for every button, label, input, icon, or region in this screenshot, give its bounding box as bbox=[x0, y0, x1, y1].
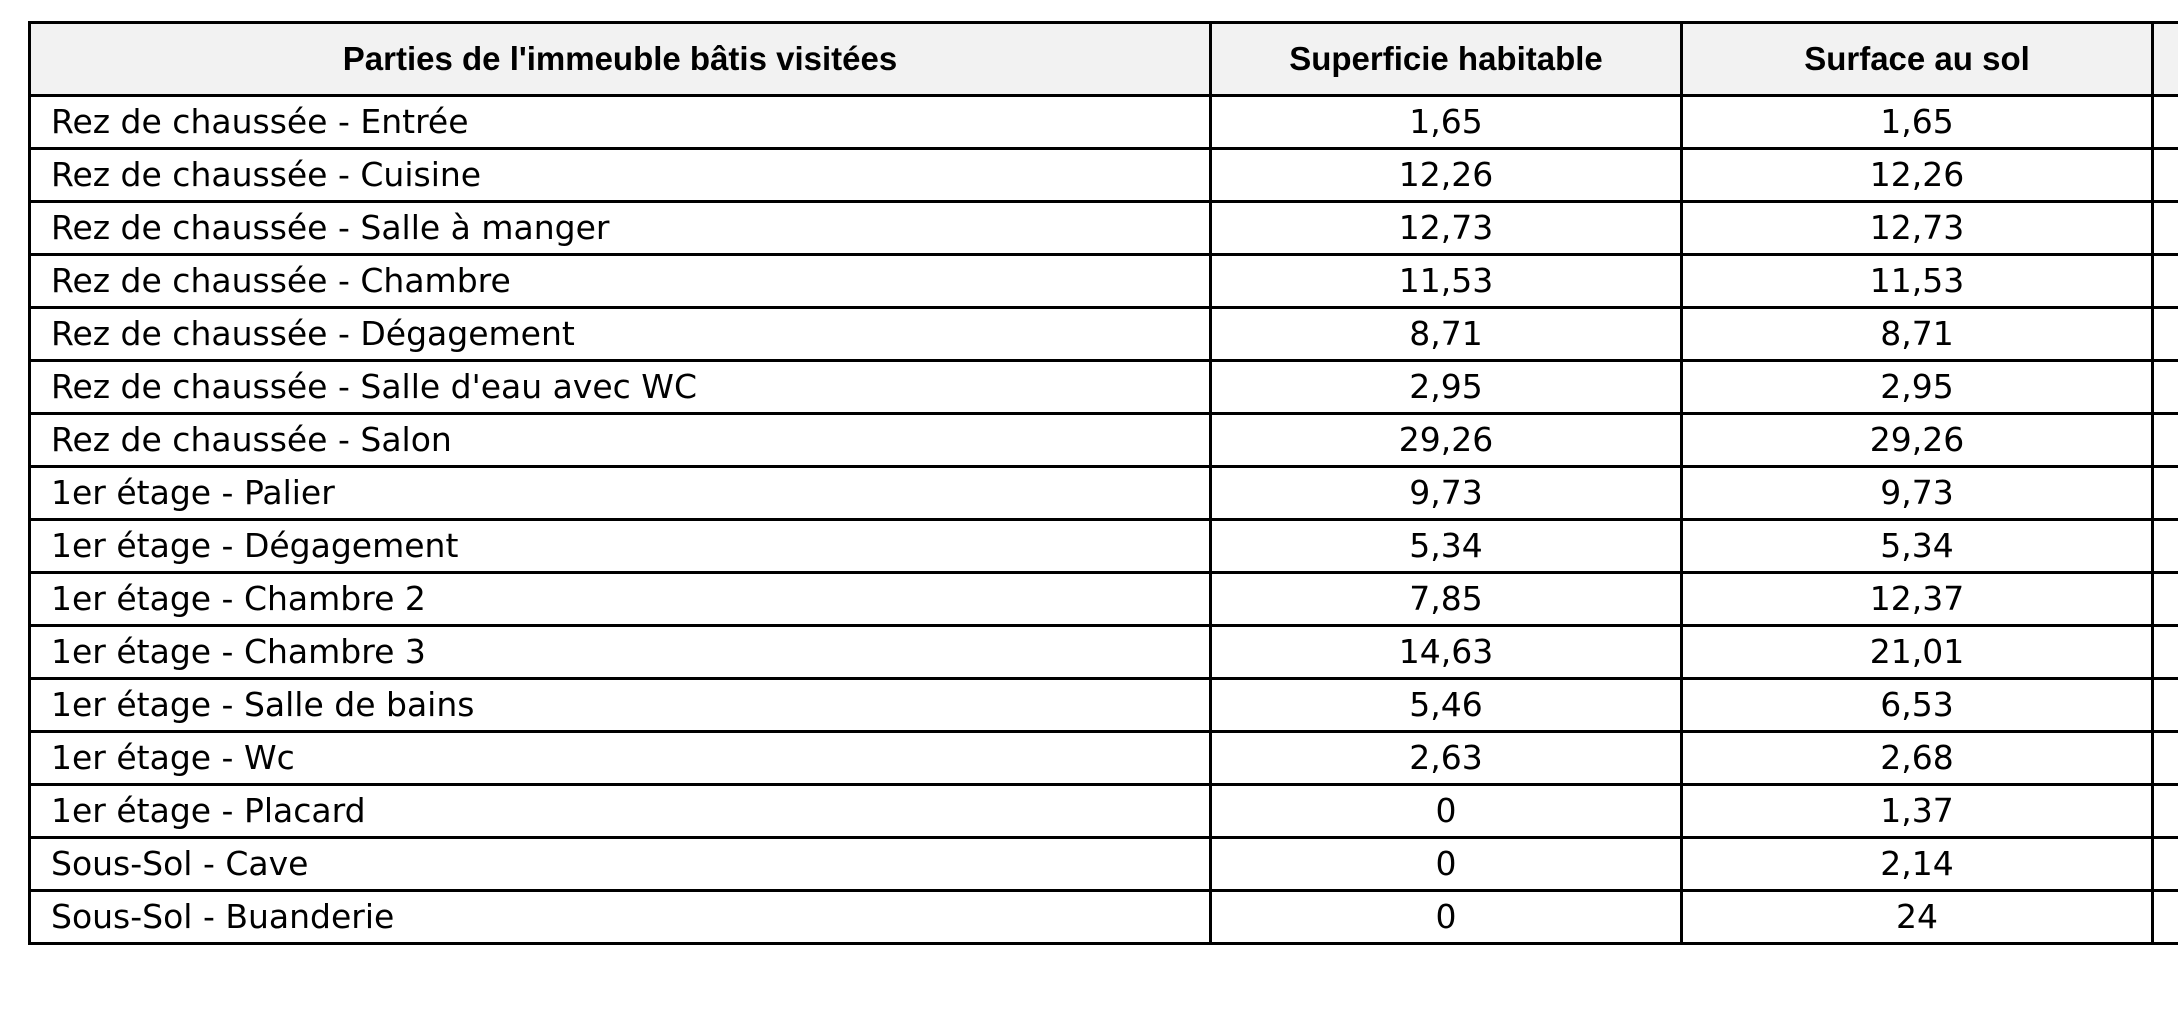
part-cell: 1er étage - Placard bbox=[28, 783, 1212, 839]
extra-cell bbox=[2151, 94, 2178, 150]
part-cell: Rez de chaussée - Chambre bbox=[28, 253, 1212, 309]
table-header-row: Parties de l'immeuble bâtis visitées Sup… bbox=[28, 21, 2178, 97]
table-row: Sous-Sol - Buanderie 0 24 bbox=[28, 889, 2178, 945]
part-cell: 1er étage - Wc bbox=[28, 730, 1212, 786]
living-area-cell: 12,73 bbox=[1209, 200, 1683, 256]
floor-area-cell: 2,68 bbox=[1680, 730, 2154, 786]
floor-area-cell: 24 bbox=[1680, 889, 2154, 945]
table-row: 1er étage - Placard 0 1,37 bbox=[28, 783, 2178, 839]
extra-cell bbox=[2151, 253, 2178, 309]
table-row: 1er étage - Palier 9,73 9,73 bbox=[28, 465, 2178, 521]
extra-cell bbox=[2151, 147, 2178, 203]
living-area-cell: 0 bbox=[1209, 889, 1683, 945]
floor-area-cell: 5,34 bbox=[1680, 518, 2154, 574]
surface-table: Parties de l'immeuble bâtis visitées Sup… bbox=[28, 21, 2178, 945]
header-living-area: Superficie habitable bbox=[1209, 21, 1683, 97]
floor-area-cell: 8,71 bbox=[1680, 306, 2154, 362]
part-cell: Sous-Sol - Cave bbox=[28, 836, 1212, 892]
table-row: Rez de chaussée - Salle d'eau avec WC 2,… bbox=[28, 359, 2178, 415]
living-area-cell: 14,63 bbox=[1209, 624, 1683, 680]
extra-cell bbox=[2151, 200, 2178, 256]
floor-area-cell: 9,73 bbox=[1680, 465, 2154, 521]
extra-cell bbox=[2151, 306, 2178, 362]
living-area-cell: 5,46 bbox=[1209, 677, 1683, 733]
floor-area-cell: 29,26 bbox=[1680, 412, 2154, 468]
living-area-cell: 12,26 bbox=[1209, 147, 1683, 203]
extra-cell bbox=[2151, 889, 2178, 945]
extra-cell bbox=[2151, 571, 2178, 627]
table-row: 1er étage - Dégagement 5,34 5,34 bbox=[28, 518, 2178, 574]
table-row: Sous-Sol - Cave 0 2,14 bbox=[28, 836, 2178, 892]
part-cell: 1er étage - Salle de bains bbox=[28, 677, 1212, 733]
floor-area-cell: 12,26 bbox=[1680, 147, 2154, 203]
part-cell: Rez de chaussée - Dégagement bbox=[28, 306, 1212, 362]
living-area-cell: 2,63 bbox=[1209, 730, 1683, 786]
part-cell: Rez de chaussée - Entrée bbox=[28, 94, 1212, 150]
living-area-cell: 8,71 bbox=[1209, 306, 1683, 362]
part-cell: Rez de chaussée - Salle d'eau avec WC bbox=[28, 359, 1212, 415]
part-cell: Sous-Sol - Buanderie bbox=[28, 889, 1212, 945]
part-cell: Rez de chaussée - Cuisine bbox=[28, 147, 1212, 203]
header-extra-column bbox=[2151, 21, 2178, 97]
floor-area-cell: 11,53 bbox=[1680, 253, 2154, 309]
part-cell: 1er étage - Chambre 3 bbox=[28, 624, 1212, 680]
table-row: 1er étage - Chambre 3 14,63 21,01 bbox=[28, 624, 2178, 680]
floor-area-cell: 1,37 bbox=[1680, 783, 2154, 839]
part-cell: Rez de chaussée - Salon bbox=[28, 412, 1212, 468]
living-area-cell: 29,26 bbox=[1209, 412, 1683, 468]
table-row: 1er étage - Chambre 2 7,85 12,37 bbox=[28, 571, 2178, 627]
table-body: Rez de chaussée - Entrée 1,65 1,65 Rez d… bbox=[28, 94, 2178, 945]
table-row: 1er étage - Wc 2,63 2,68 bbox=[28, 730, 2178, 786]
floor-area-cell: 12,37 bbox=[1680, 571, 2154, 627]
floor-area-cell: 1,65 bbox=[1680, 94, 2154, 150]
living-area-cell: 0 bbox=[1209, 783, 1683, 839]
living-area-cell: 7,85 bbox=[1209, 571, 1683, 627]
part-cell: Rez de chaussée - Salle à manger bbox=[28, 200, 1212, 256]
table-row: Rez de chaussée - Salon 29,26 29,26 bbox=[28, 412, 2178, 468]
table-row: Rez de chaussée - Salle à manger 12,73 1… bbox=[28, 200, 2178, 256]
living-area-cell: 11,53 bbox=[1209, 253, 1683, 309]
part-cell: 1er étage - Dégagement bbox=[28, 518, 1212, 574]
extra-cell bbox=[2151, 677, 2178, 733]
table-row: Rez de chaussée - Cuisine 12,26 12,26 bbox=[28, 147, 2178, 203]
floor-area-cell: 6,53 bbox=[1680, 677, 2154, 733]
living-area-cell: 0 bbox=[1209, 836, 1683, 892]
extra-cell bbox=[2151, 412, 2178, 468]
table-row: Rez de chaussée - Dégagement 8,71 8,71 bbox=[28, 306, 2178, 362]
living-area-cell: 5,34 bbox=[1209, 518, 1683, 574]
floor-area-cell: 2,14 bbox=[1680, 836, 2154, 892]
extra-cell bbox=[2151, 836, 2178, 892]
floor-area-cell: 21,01 bbox=[1680, 624, 2154, 680]
floor-area-cell: 2,95 bbox=[1680, 359, 2154, 415]
header-part: Parties de l'immeuble bâtis visitées bbox=[28, 21, 1212, 97]
extra-cell bbox=[2151, 624, 2178, 680]
extra-cell bbox=[2151, 465, 2178, 521]
living-area-cell: 1,65 bbox=[1209, 94, 1683, 150]
extra-cell bbox=[2151, 730, 2178, 786]
table-row: Rez de chaussée - Entrée 1,65 1,65 bbox=[28, 94, 2178, 150]
table-row: Rez de chaussée - Chambre 11,53 11,53 bbox=[28, 253, 2178, 309]
extra-cell bbox=[2151, 783, 2178, 839]
table-row: 1er étage - Salle de bains 5,46 6,53 bbox=[28, 677, 2178, 733]
living-area-cell: 2,95 bbox=[1209, 359, 1683, 415]
extra-cell bbox=[2151, 518, 2178, 574]
extra-cell bbox=[2151, 359, 2178, 415]
part-cell: 1er étage - Palier bbox=[28, 465, 1212, 521]
part-cell: 1er étage - Chambre 2 bbox=[28, 571, 1212, 627]
living-area-cell: 9,73 bbox=[1209, 465, 1683, 521]
header-floor-area: Surface au sol bbox=[1680, 21, 2154, 97]
floor-area-cell: 12,73 bbox=[1680, 200, 2154, 256]
